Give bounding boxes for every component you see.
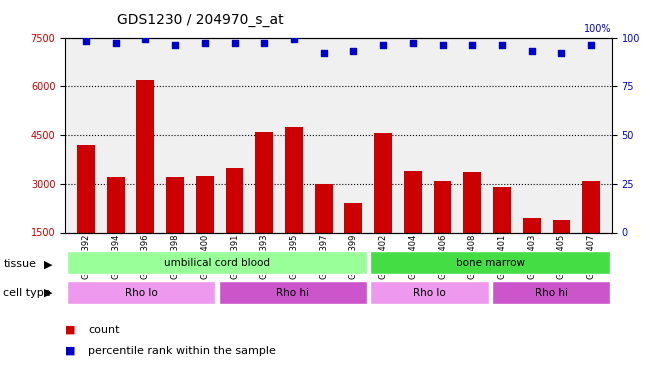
Text: GDS1230 / 204970_s_at: GDS1230 / 204970_s_at bbox=[117, 13, 284, 27]
Bar bbox=[255, 132, 273, 281]
Text: ▶: ▶ bbox=[44, 260, 53, 269]
Text: Rho lo: Rho lo bbox=[125, 288, 158, 297]
Bar bbox=[166, 177, 184, 281]
Bar bbox=[553, 219, 570, 281]
Bar bbox=[582, 180, 600, 281]
FancyBboxPatch shape bbox=[370, 251, 611, 274]
Point bbox=[408, 40, 418, 46]
Text: tissue: tissue bbox=[3, 260, 36, 269]
Bar bbox=[404, 171, 422, 281]
Point bbox=[289, 36, 299, 42]
Bar bbox=[344, 203, 363, 281]
Point bbox=[348, 48, 359, 54]
Text: ▶: ▶ bbox=[44, 288, 53, 297]
Point bbox=[586, 42, 596, 48]
Text: Rho hi: Rho hi bbox=[277, 288, 309, 297]
Point bbox=[259, 40, 270, 46]
FancyBboxPatch shape bbox=[492, 280, 611, 304]
Text: percentile rank within the sample: percentile rank within the sample bbox=[88, 346, 276, 355]
Bar bbox=[137, 80, 154, 281]
Text: Rho lo: Rho lo bbox=[413, 288, 446, 297]
Bar bbox=[196, 176, 214, 281]
Point bbox=[527, 48, 537, 54]
Text: count: count bbox=[88, 325, 119, 335]
Bar bbox=[493, 187, 511, 281]
Bar bbox=[374, 134, 392, 281]
Bar bbox=[314, 184, 333, 281]
FancyBboxPatch shape bbox=[66, 251, 367, 274]
Bar bbox=[523, 218, 540, 281]
Bar bbox=[285, 127, 303, 281]
Bar bbox=[434, 180, 451, 281]
Point bbox=[81, 38, 91, 44]
Point bbox=[437, 42, 448, 48]
Text: ■: ■ bbox=[65, 325, 76, 335]
Text: 100%: 100% bbox=[585, 24, 612, 34]
Text: umbilical cord blood: umbilical cord blood bbox=[164, 258, 270, 267]
Point bbox=[497, 42, 507, 48]
Point bbox=[556, 50, 566, 56]
Point bbox=[467, 42, 477, 48]
Point bbox=[200, 40, 210, 46]
Bar bbox=[77, 145, 95, 281]
Text: ■: ■ bbox=[65, 346, 76, 355]
Bar bbox=[226, 168, 243, 281]
Point bbox=[140, 36, 150, 42]
Text: Rho hi: Rho hi bbox=[534, 288, 568, 297]
FancyBboxPatch shape bbox=[66, 280, 215, 304]
Point bbox=[111, 40, 121, 46]
Point bbox=[378, 42, 388, 48]
FancyBboxPatch shape bbox=[370, 280, 489, 304]
Point bbox=[318, 50, 329, 56]
FancyBboxPatch shape bbox=[219, 280, 367, 304]
Text: cell type: cell type bbox=[3, 288, 51, 297]
Point bbox=[170, 42, 180, 48]
Bar bbox=[464, 172, 481, 281]
Bar bbox=[107, 177, 124, 281]
Text: bone marrow: bone marrow bbox=[456, 258, 525, 267]
Point bbox=[229, 40, 240, 46]
